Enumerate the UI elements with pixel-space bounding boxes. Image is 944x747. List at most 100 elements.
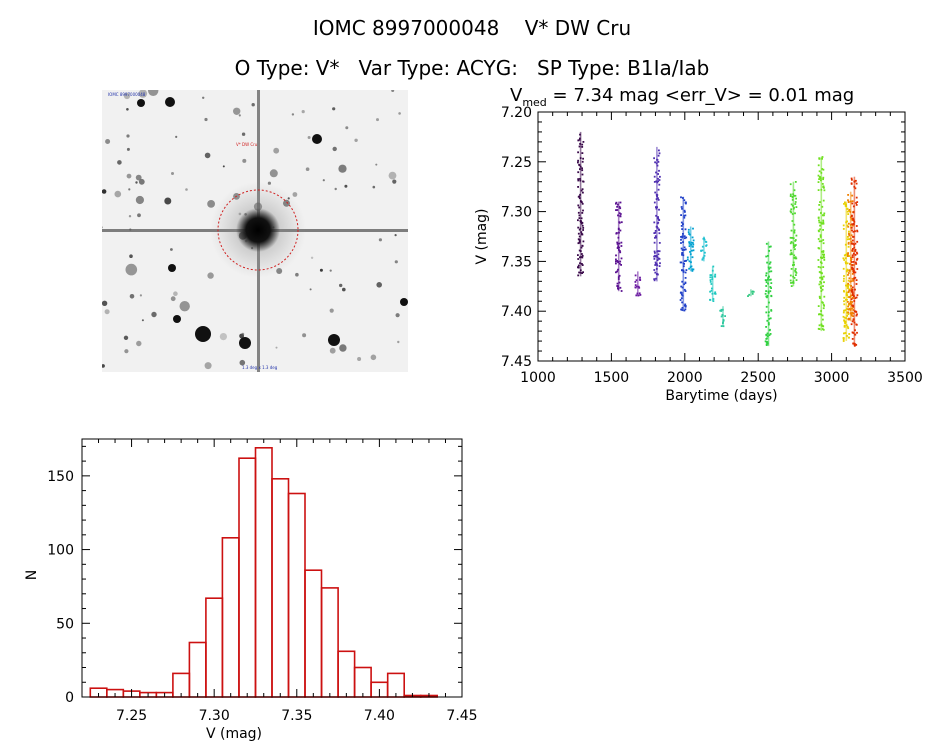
data-point (766, 342, 769, 345)
data-point (855, 196, 858, 199)
data-point (818, 204, 821, 206)
data-point (680, 308, 682, 311)
background-star (329, 269, 332, 272)
data-point (619, 213, 622, 215)
data-point (821, 288, 824, 291)
data-point (790, 252, 793, 254)
histogram-bar (337, 650, 356, 698)
data-point (850, 226, 853, 229)
data-point (581, 202, 584, 205)
background-star (138, 90, 148, 98)
data-point (794, 257, 797, 260)
data-point (619, 286, 622, 289)
background-star (102, 189, 107, 194)
data-point (789, 193, 792, 196)
data-point (765, 281, 768, 284)
data-point (581, 224, 584, 227)
data-point (657, 253, 660, 256)
data-point (680, 225, 683, 227)
data-point (850, 261, 853, 263)
data-point (619, 260, 622, 263)
data-point (851, 292, 854, 295)
background-star (370, 354, 377, 361)
data-point (620, 264, 622, 266)
data-point (854, 271, 857, 274)
data-point (855, 251, 858, 254)
y-tick-label: 7.45 (501, 354, 532, 370)
x-tick-label: 7.40 (364, 708, 395, 724)
data-point (822, 199, 825, 202)
background-star (269, 169, 278, 178)
data-point (847, 199, 849, 202)
background-star (388, 171, 397, 180)
data-point (765, 326, 767, 328)
data-point (710, 289, 713, 292)
data-point (852, 264, 855, 266)
background-star (376, 282, 383, 288)
data-cluster (850, 176, 859, 347)
data-point (616, 247, 619, 249)
data-point (850, 298, 853, 301)
data-point (794, 256, 797, 259)
background-star (302, 333, 307, 338)
background-star (138, 178, 145, 185)
data-point (790, 282, 792, 284)
data-point (618, 206, 621, 208)
background-star (139, 294, 142, 297)
background-star (391, 90, 395, 92)
data-point (639, 278, 641, 281)
data-point (691, 256, 694, 259)
data-point (692, 245, 694, 248)
background-star (344, 184, 348, 188)
data-point (680, 238, 682, 241)
data-point (751, 291, 754, 293)
data-point (658, 250, 661, 253)
data-point (842, 280, 845, 282)
data-point (582, 271, 584, 274)
data-point (683, 288, 686, 291)
data-point (822, 168, 825, 171)
data-point (855, 311, 858, 313)
data-point (687, 228, 690, 231)
bright-star (165, 97, 175, 107)
data-point (688, 241, 691, 243)
data-point (822, 242, 825, 245)
data-point (578, 271, 580, 274)
data-point (846, 238, 849, 241)
background-star (242, 158, 247, 163)
data-point (765, 311, 768, 314)
title-sub: med (522, 96, 547, 109)
data-point (769, 261, 772, 264)
data-point (823, 304, 825, 307)
histogram-bar (304, 569, 323, 698)
histogram-bar (188, 641, 207, 698)
background-star (126, 108, 129, 111)
data-point (615, 260, 617, 263)
data-point (680, 242, 682, 244)
background-star (171, 172, 174, 175)
data-point (639, 276, 641, 279)
background-star (129, 254, 133, 258)
data-point (851, 331, 854, 334)
data-point (847, 194, 849, 196)
data-point (683, 209, 686, 212)
data-point (851, 254, 854, 257)
data-point (684, 308, 687, 311)
background-star (241, 332, 245, 336)
background-star (233, 107, 241, 115)
background-star (137, 213, 141, 218)
data-point (847, 287, 849, 290)
data-point (657, 188, 660, 191)
data-point (822, 229, 824, 231)
background-star (275, 346, 278, 349)
data-point (818, 221, 821, 224)
data-point (710, 274, 713, 276)
data-point (848, 210, 850, 212)
data-point (680, 285, 683, 288)
data-point (794, 268, 797, 270)
data-point (848, 255, 851, 257)
background-star (251, 103, 255, 107)
data-point (817, 305, 820, 307)
data-point (794, 245, 796, 247)
data-point (843, 325, 846, 328)
